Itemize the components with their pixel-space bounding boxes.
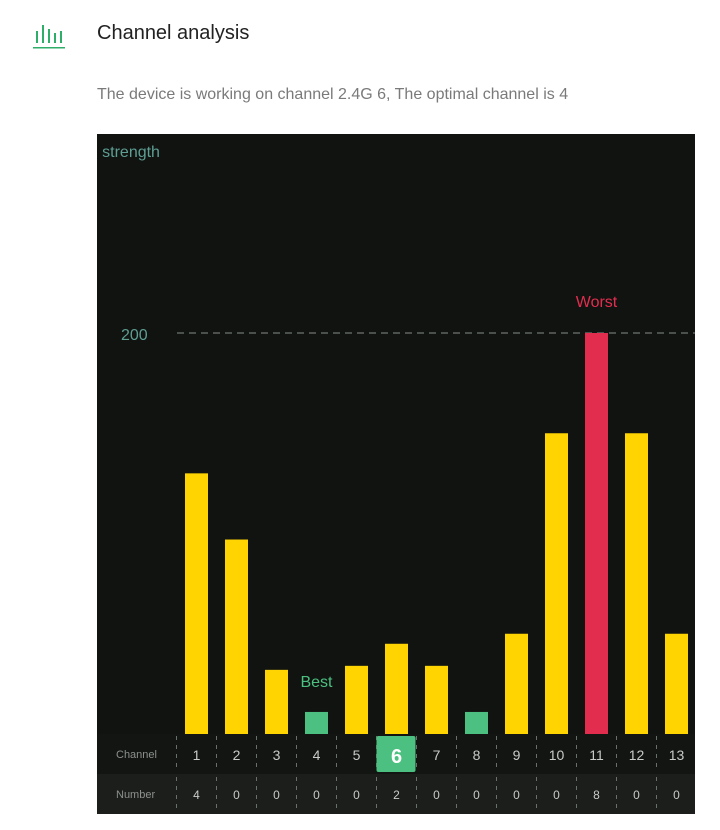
number-value-4: 0 [313,788,320,802]
reference-line-label: 200 [121,327,148,344]
number-value-5: 0 [353,788,360,802]
bar-channel-4 [305,711,328,734]
channel-bar-chart: 200 Best Worst Channel Number 1 4 2 0 3 0 4 0 5 0 6 2 7 0 8… [97,294,695,814]
channel-label-7[interactable]: 7 [433,747,441,763]
channel-label-8[interactable]: 8 [473,747,481,763]
channel-label-12[interactable]: 12 [629,747,645,763]
channel-chart-panel: ence strength 200BestWorstChannelNumber1… [97,134,695,814]
channel-label-4[interactable]: 4 [313,747,321,763]
bar-channel-9 [505,633,528,734]
bar-channel-8 [465,711,488,734]
number-value-12: 0 [633,788,640,802]
number-row-label: Number [116,789,155,801]
page-title: Channel analysis [97,22,250,44]
worst-label: Worst [576,294,618,311]
channel-label-6[interactable]: 6 [391,746,402,768]
number-value-11: 8 [593,788,600,802]
bar-channel-6 [385,643,408,734]
bar-channel-5 [345,665,368,734]
bar-channel-1 [185,473,208,734]
signal-bars-icon [33,25,65,49]
channel-label-1[interactable]: 1 [193,747,201,763]
channel-label-13[interactable]: 13 [669,747,685,763]
channel-label-3[interactable]: 3 [273,747,281,763]
channel-label-5[interactable]: 5 [353,747,361,763]
bar-channel-3 [265,669,288,734]
bar-channel-2 [225,539,248,734]
number-value-7: 0 [433,788,440,802]
bar-channel-13 [665,633,688,734]
best-label: Best [300,674,333,691]
channel-status-text: The device is working on channel 2.4G 6,… [97,86,569,103]
channel-label-2[interactable]: 2 [233,747,241,763]
number-row-bg [97,774,695,814]
chart-title: ence strength [97,144,160,161]
bar-channel-12 [625,433,648,734]
channel-label-11[interactable]: 11 [589,747,604,763]
number-value-8: 0 [473,788,480,802]
number-value-1: 4 [193,788,200,802]
bar-channel-7 [425,665,448,734]
channel-row-label: Channel [116,749,157,761]
number-value-3: 0 [273,788,280,802]
number-value-9: 0 [513,788,520,802]
current-channel-highlight [376,736,416,772]
bar-channel-11 [585,333,608,734]
number-value-2: 0 [233,788,240,802]
bar-channel-10 [545,433,568,734]
number-value-6: 2 [393,788,400,802]
channel-label-9[interactable]: 9 [513,747,521,763]
number-value-10: 0 [553,788,560,802]
channel-label-10[interactable]: 10 [549,747,565,763]
number-value-13: 0 [673,788,680,802]
